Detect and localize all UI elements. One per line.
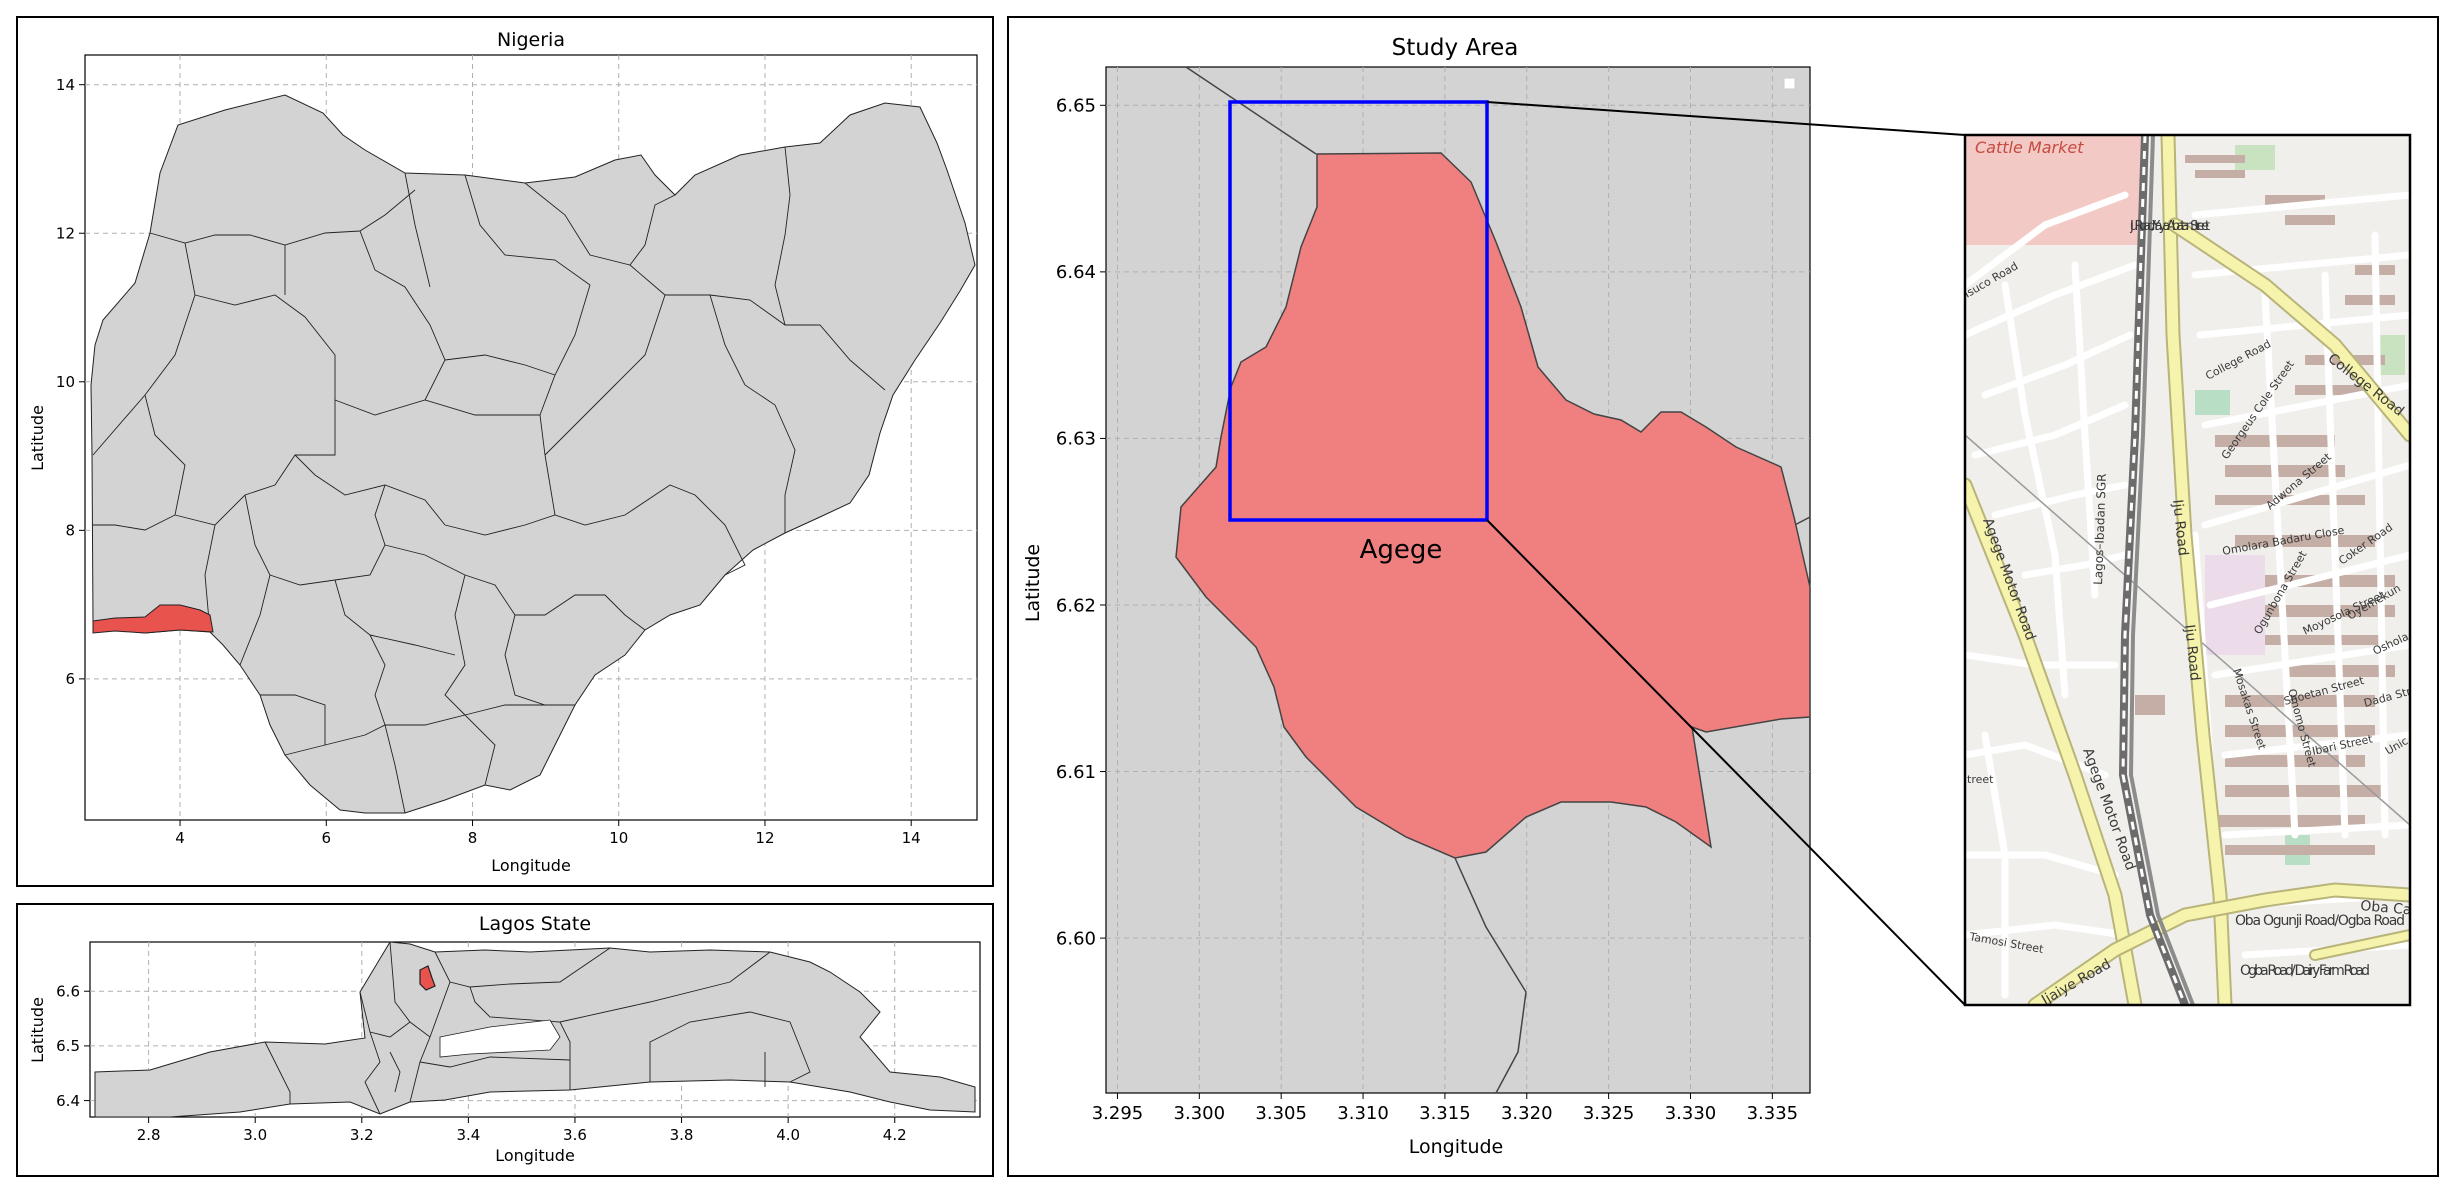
study-ytick-label-5: 6.65 [1056,96,1096,117]
study-ylabel: Latitude [1022,544,1044,622]
nigeria-xtick-label-4: 12 [755,829,774,847]
study-yticks: 6.60 6.61 6.62 6.63 6.64 6.65 [1056,96,1106,949]
study-xtick-label-8: 3.335 [1747,1103,1799,1124]
nigeria-ytick-label-3: 12 [56,225,75,243]
svg-text:Oba Ca: Oba Ca [2360,898,2412,918]
study-panel: Study Area Agege 3.295 3.300 3.305 3.310 3.3… [1007,16,2439,1177]
lagos-ytick-label-0: 6.4 [56,1092,80,1110]
inset-market-area [1965,135,2145,245]
inset-frame [1963,133,2412,1007]
nigeria-ytick-label-4: 14 [56,76,75,94]
lagos-xtick-label-0: 2.8 [137,1126,161,1144]
lagos-ytick-label-1: 6.5 [56,1037,80,1055]
study-map-svg: Study Area Agege 3.295 3.300 3.305 3.310 3.3… [1022,35,2412,1158]
study-xtick-label-2: 3.305 [1255,1103,1307,1124]
lagos-lagoon [439,1019,561,1058]
nigeria-xlabel: Longitude [491,856,571,875]
lagos-yticks: 6.4 6.5 6.6 [56,982,90,1110]
nigeria-ylabel: Latitude [28,405,47,471]
svg-text:Oba Ogunji Road/Ogba Road: Oba Ogunji Road/Ogba Road [2235,913,2405,929]
lagos-xtick-label-4: 3.6 [563,1126,587,1144]
study-agege-polygon [1175,152,1811,859]
nigeria-xtick-label-0: 4 [175,829,185,847]
lagos-panel: Lagos State 2.8 3.0 [16,903,994,1177]
study-legend-stub [1783,77,1796,90]
nigeria-axes: 4 6 8 10 12 14 6 8 10 12 14 [56,54,978,847]
lagos-map-svg: Lagos State 2.8 3.0 [28,913,981,1165]
lagos-lga-boundaries [264,941,811,1115]
lagos-xtick-label-1: 3.0 [243,1126,267,1144]
svg-text:Iju Road/ Yaya Abatan Street: Iju Road/ Yaya Abatan Street [2129,219,2210,234]
nigeria-lagos-highlight [92,604,214,634]
inset-major-roads [1965,135,2410,1005]
study-xlabel: Longitude [1409,1136,1504,1158]
nigeria-xtick-label-5: 14 [902,829,921,847]
nigeria-country-shape [90,94,976,814]
svg-text:Iju Road: Iju Road [2181,624,2203,682]
lagos-xlabel: Longitude [495,1146,575,1165]
study-xtick-label-4: 3.315 [1419,1103,1471,1124]
nigeria-panel: Nigeria [16,16,994,887]
lagos-title: Lagos State [479,913,591,935]
nigeria-yticks: 6 8 10 12 14 [56,76,85,688]
lagos-agege-highlight [419,965,436,991]
study-xticks: 3.295 3.300 3.305 3.310 3.315 3.320 3.325 3.330… [1092,1093,1798,1124]
study-xtick-label-7: 3.330 [1665,1103,1717,1124]
nigeria-ytick-label-2: 10 [56,373,75,391]
nigeria-xtick-label-2: 8 [468,829,478,847]
study-ytick-label-3: 6.63 [1056,429,1096,450]
study-ytick-label-2: 6.62 [1056,595,1096,616]
inset-map: Cattle Market Iju Road/ Yaya Abatan Stre… [1963,133,2412,1007]
study-xtick-label-3: 3.310 [1337,1103,1389,1124]
svg-text:Lagos–Ibadan SGR: Lagos–Ibadan SGR [2091,473,2109,585]
svg-text:Ogba Road/ Dairy Farm Road: Ogba Road/ Dairy Farm Road [2240,963,2370,979]
svg-text:treet: treet [1967,773,1994,786]
study-ytick-label-1: 6.61 [1056,762,1096,783]
study-extent-box [1228,100,1489,522]
lagos-xticks: 2.8 3.0 3.2 3.4 3.6 3.8 4.0 4.2 [137,1117,907,1144]
inset-railway [2118,135,2195,1005]
study-xtick-label-0: 3.295 [1092,1103,1144,1124]
study-xtick-label-6: 3.325 [1583,1103,1635,1124]
lagos-xtick-label-7: 4.2 [883,1126,907,1144]
nigeria-title: Nigeria [497,29,565,51]
lagos-xtick-label-6: 4.0 [776,1126,800,1144]
lagos-ytick-label-2: 6.6 [56,982,80,1000]
nigeria-xticks: 4 6 8 10 12 14 [175,820,921,847]
nigeria-xtick-label-1: 6 [322,829,332,847]
study-area-label: Agege [1360,535,1443,565]
nigeria-xtick-label-3: 10 [609,829,628,847]
lagos-axes: 2.8 3.0 3.2 3.4 3.6 3.8 4.0 4.2 6.4 6.5 6.6 [56,941,981,1144]
inset-connector-top [1486,101,1966,136]
study-xtick-label-5: 3.320 [1501,1103,1553,1124]
nigeria-ytick-label-0: 6 [65,670,75,688]
study-ytick-label-0: 6.60 [1056,928,1096,949]
study-xtick-label-1: 3.300 [1174,1103,1226,1124]
lagos-ylabel: Latitude [28,997,47,1063]
study-title: Study Area [1392,35,1519,61]
svg-text:Iju Road: Iju Road [2169,499,2191,557]
lagos-xtick-label-2: 3.2 [350,1126,374,1144]
nigeria-ytick-label-1: 8 [65,522,75,540]
inset-connector-bottom [1486,519,1966,1006]
study-ytick-label-4: 6.64 [1056,262,1096,283]
lagos-xtick-label-3: 3.4 [456,1126,480,1144]
nigeria-state-boundaries [92,146,886,814]
study-axes: Agege 3.295 3.300 3.305 3.310 3.315 3.320 3.32… [1056,66,1811,1124]
nigeria-map-svg: Nigeria [28,29,978,875]
inset-place-label: Cattle Market [1975,138,2084,157]
lagos-xtick-label-5: 3.8 [670,1126,694,1144]
